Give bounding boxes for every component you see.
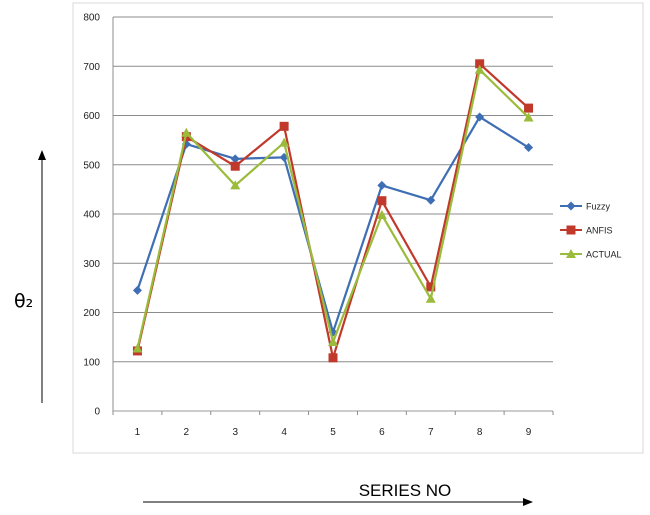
actual-point (230, 180, 241, 190)
legend-label: ACTUAL (586, 250, 622, 260)
x-tick-label: 2 (184, 427, 190, 438)
legend-marker (566, 225, 576, 235)
fuzzy-point (230, 154, 240, 164)
actual-point (181, 127, 192, 137)
y-axis-label: θ₂ (14, 290, 33, 312)
x-tick-labels: 1 2 3 4 5 6 7 8 9 (135, 427, 532, 438)
y-tick-label: 300 (83, 259, 100, 270)
legend-marker (566, 249, 576, 258)
anfis-point (279, 121, 289, 131)
actual-point (328, 337, 338, 347)
y-tick-label: 200 (83, 308, 100, 319)
fuzzy-point (377, 180, 387, 190)
anfis-point (524, 103, 534, 113)
actual-point (523, 112, 534, 122)
x-tick-label: 1 (135, 427, 141, 438)
x-tick-label: 4 (281, 427, 287, 438)
y-tick-label: 800 (83, 13, 100, 24)
legend-item-anfis: ANFIS (560, 225, 613, 236)
fuzzy-point (524, 143, 534, 153)
fuzzy-point (426, 195, 436, 205)
fuzzy-point (475, 112, 485, 122)
legend-item-actual: ACTUAL (560, 249, 622, 260)
x-tick-label: 7 (428, 427, 434, 438)
y-tick-label: 100 (83, 357, 100, 368)
y-tick-label: 700 (83, 62, 100, 73)
legend-label: Fuzzy (586, 202, 611, 212)
y-axis-arrowhead (38, 150, 46, 160)
series-lines (132, 59, 534, 363)
x-tick-label: 8 (477, 427, 483, 438)
anfis-point (230, 161, 240, 171)
x-axis-arrowhead (523, 498, 533, 506)
actual-point (279, 137, 290, 147)
legend-item-fuzzy: Fuzzy (560, 201, 611, 212)
anfis-point (328, 353, 338, 363)
anfis-point (475, 59, 485, 69)
anfis-point (426, 282, 436, 292)
y-tick-labels: 0 100 200 300 400 500 600 700 800 (83, 13, 100, 418)
actual-point (474, 64, 485, 74)
y-tick-label: 600 (83, 111, 100, 122)
actual-point (132, 343, 143, 353)
y-tick-label: 0 (94, 407, 100, 418)
legend-marker (566, 201, 576, 211)
x-tick-label: 9 (526, 427, 532, 438)
series-actual (132, 64, 534, 353)
chart-frame (72, 2, 644, 454)
anfis-point (377, 196, 387, 206)
y-tick-label: 400 (83, 210, 100, 221)
x-tick-label: 5 (330, 427, 336, 438)
x-tick-label: 6 (379, 427, 385, 438)
actual-point (376, 209, 387, 219)
x-axis-label: SERIES NO (359, 481, 452, 500)
legend: Fuzzy ANFIS ACTUAL (560, 201, 622, 260)
fuzzy-point (132, 285, 142, 295)
actual-point (425, 293, 436, 303)
y-tick-label: 500 (83, 160, 100, 171)
x-tick-label: 3 (232, 427, 238, 438)
legend-label: ANFIS (586, 226, 613, 236)
